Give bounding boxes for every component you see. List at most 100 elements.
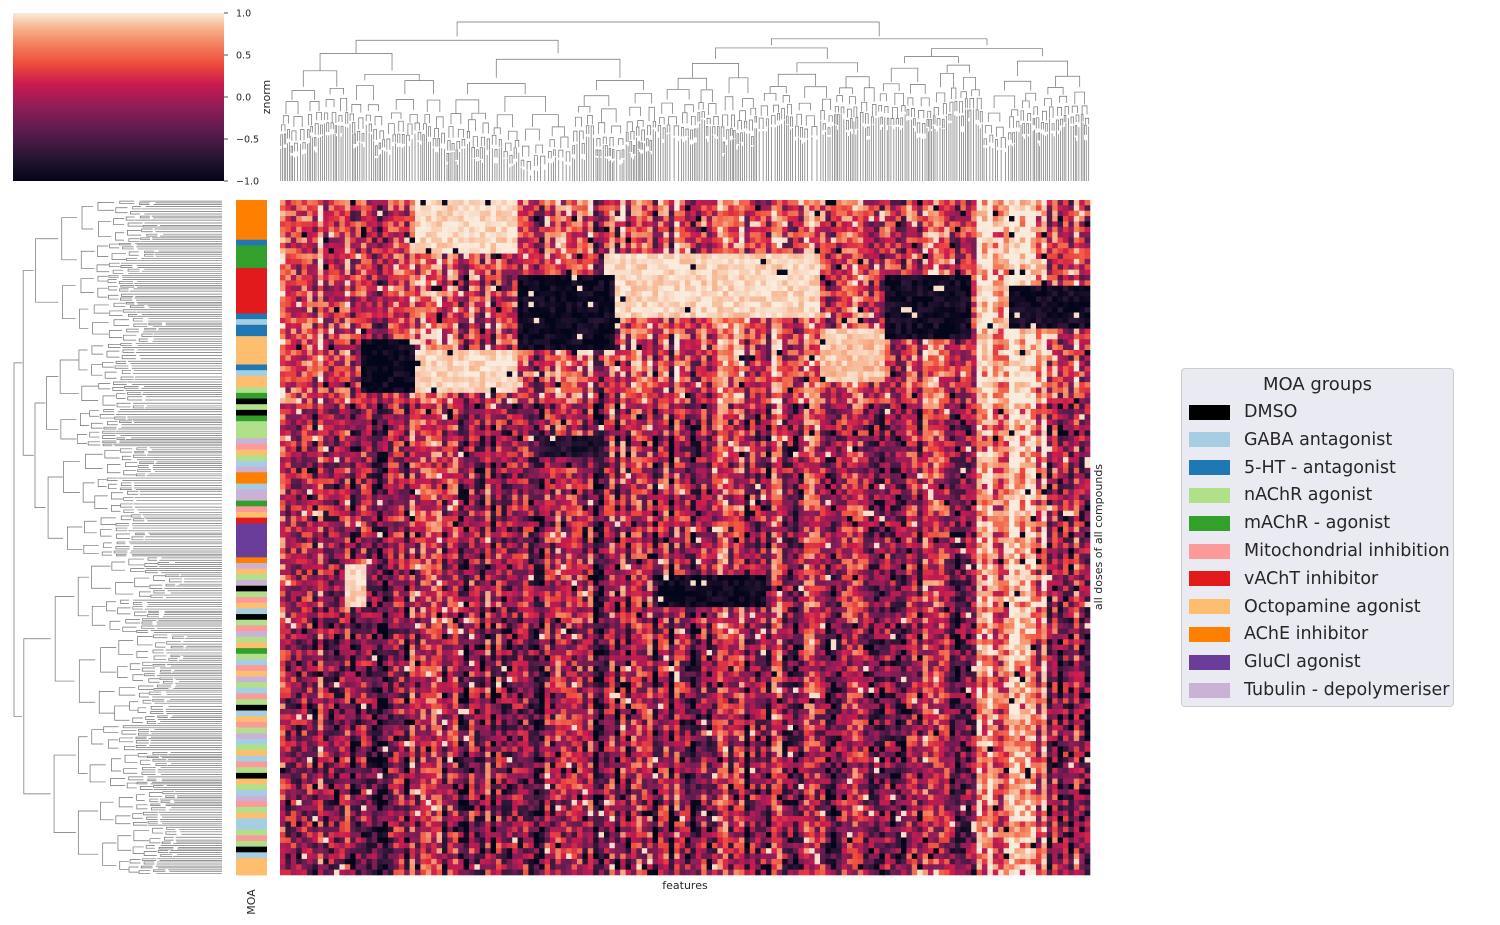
heatmap-cell xyxy=(539,232,545,238)
dendrogram-link xyxy=(692,63,739,78)
heatmap-cell xyxy=(307,237,313,244)
dendrogram-link xyxy=(618,138,624,146)
heatmap-cell xyxy=(1041,200,1048,206)
heatmap-cell xyxy=(830,317,837,324)
heatmap-cell xyxy=(1073,280,1080,287)
heatmap-cell xyxy=(539,280,545,287)
heatmap-cell xyxy=(398,253,405,260)
heatmap-cell xyxy=(582,216,589,222)
heatmap-cell xyxy=(334,296,340,303)
heatmap-cell xyxy=(571,296,578,303)
dendrogram-link xyxy=(148,792,163,798)
moa-strip-segment xyxy=(236,228,267,235)
heatmap-cell xyxy=(485,323,491,329)
dendrogram-link xyxy=(971,89,980,97)
heatmap-cell xyxy=(323,232,329,238)
heatmap-cell xyxy=(879,221,886,228)
heatmap-cell xyxy=(1019,210,1026,217)
dendrogram-link xyxy=(763,92,777,101)
heatmap-cell xyxy=(787,285,794,292)
heatmap-cell xyxy=(539,317,545,324)
heatmap-cell xyxy=(712,258,718,265)
heatmap-cell xyxy=(339,275,346,281)
heatmap-cell xyxy=(593,275,599,281)
heatmap-cell xyxy=(528,285,535,292)
heatmap-cell xyxy=(976,264,983,270)
moa-strip-segment xyxy=(236,784,267,791)
heatmap-cell xyxy=(485,264,491,270)
dendrogram-link xyxy=(404,80,434,95)
heatmap-cell xyxy=(1063,269,1069,276)
heatmap-cell xyxy=(701,264,707,270)
heatmap-cell xyxy=(782,226,788,233)
heatmap-cell xyxy=(1063,242,1069,249)
heatmap-cell xyxy=(544,232,551,238)
dendrogram-link xyxy=(108,330,123,339)
heatmap-cell xyxy=(1003,210,1010,217)
heatmap-cell xyxy=(1041,221,1048,228)
heatmap-cell xyxy=(949,216,956,222)
heatmap-cell xyxy=(976,248,983,254)
dendrogram-link xyxy=(1012,132,1015,144)
dendrogram-link xyxy=(471,146,475,158)
dendrogram-link xyxy=(378,142,382,150)
dendrogram-link xyxy=(290,145,293,153)
heatmap-cell xyxy=(868,253,875,260)
heatmap-cell xyxy=(420,216,427,222)
heatmap-cell xyxy=(976,307,983,313)
dendrogram-link xyxy=(138,202,150,205)
heatmap-cell xyxy=(960,264,967,270)
heatmap-cell xyxy=(312,200,319,206)
heatmap-cell xyxy=(663,237,670,244)
heatmap-cell xyxy=(760,237,767,244)
moa-strip-segment xyxy=(236,682,267,689)
heatmap-cell xyxy=(355,312,362,319)
heatmap-cell xyxy=(307,275,313,281)
heatmap-cell xyxy=(479,237,486,244)
heatmap-cell xyxy=(290,264,297,270)
heatmap-cell xyxy=(706,307,713,313)
heatmap-cell xyxy=(334,216,340,222)
dendrogram-link xyxy=(811,126,818,136)
heatmap-cell xyxy=(679,291,686,297)
heatmap-cell xyxy=(506,226,513,233)
heatmap-cell xyxy=(280,226,286,233)
heatmap-cell xyxy=(620,275,626,281)
heatmap-cell xyxy=(782,237,788,244)
heatmap-cell xyxy=(582,296,589,303)
heatmap-cell xyxy=(674,291,680,297)
heatmap-cell xyxy=(463,296,470,303)
heatmap-cell xyxy=(631,307,637,313)
dendrogram-link xyxy=(115,546,130,550)
heatmap-cell xyxy=(382,221,389,228)
heatmap-cell xyxy=(766,296,772,303)
dendrogram-link xyxy=(739,110,746,121)
heatmap-cell xyxy=(965,269,972,276)
heatmap-cell xyxy=(938,232,945,238)
heatmap-cell xyxy=(290,291,297,297)
dendrogram-link xyxy=(338,115,343,122)
heatmap-cell xyxy=(344,253,351,260)
heatmap-cell xyxy=(474,269,481,276)
heatmap-cell xyxy=(560,248,567,254)
heatmap-cell xyxy=(647,291,653,297)
heatmap-cell xyxy=(701,258,707,265)
heatmap-cell xyxy=(388,312,394,319)
heatmap-cell xyxy=(479,317,486,324)
heatmap-cell xyxy=(787,226,794,233)
heatmap-cell xyxy=(728,264,734,270)
heatmap-cell xyxy=(652,280,659,287)
heatmap-cell xyxy=(296,291,302,297)
heatmap-cell xyxy=(1014,269,1021,276)
heatmap-cell xyxy=(1019,301,1026,308)
heatmap-cell xyxy=(992,258,999,265)
dendrogram-link xyxy=(152,699,165,702)
heatmap-cell xyxy=(836,226,842,233)
heatmap-cell xyxy=(852,200,859,206)
dendrogram-link xyxy=(436,116,444,129)
heatmap-cell xyxy=(560,301,567,308)
dendrogram-link xyxy=(319,53,393,71)
heatmap-cell xyxy=(544,248,551,254)
heatmap-cell xyxy=(447,307,454,313)
heatmap-cell xyxy=(550,253,556,260)
